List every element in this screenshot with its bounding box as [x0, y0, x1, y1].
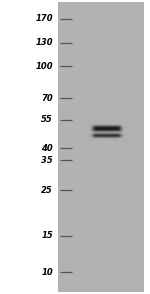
Text: 40: 40 — [41, 143, 53, 153]
Bar — [58, 2, 144, 292]
Bar — [144, 2, 150, 292]
Text: 55: 55 — [41, 115, 53, 124]
Text: 130: 130 — [35, 38, 53, 47]
Text: 10: 10 — [41, 268, 53, 277]
Text: 70: 70 — [41, 93, 53, 103]
Text: 100: 100 — [35, 62, 53, 71]
Text: 35: 35 — [41, 156, 53, 165]
Text: 25: 25 — [41, 186, 53, 195]
Text: 170: 170 — [35, 14, 53, 23]
Text: 15: 15 — [41, 231, 53, 240]
